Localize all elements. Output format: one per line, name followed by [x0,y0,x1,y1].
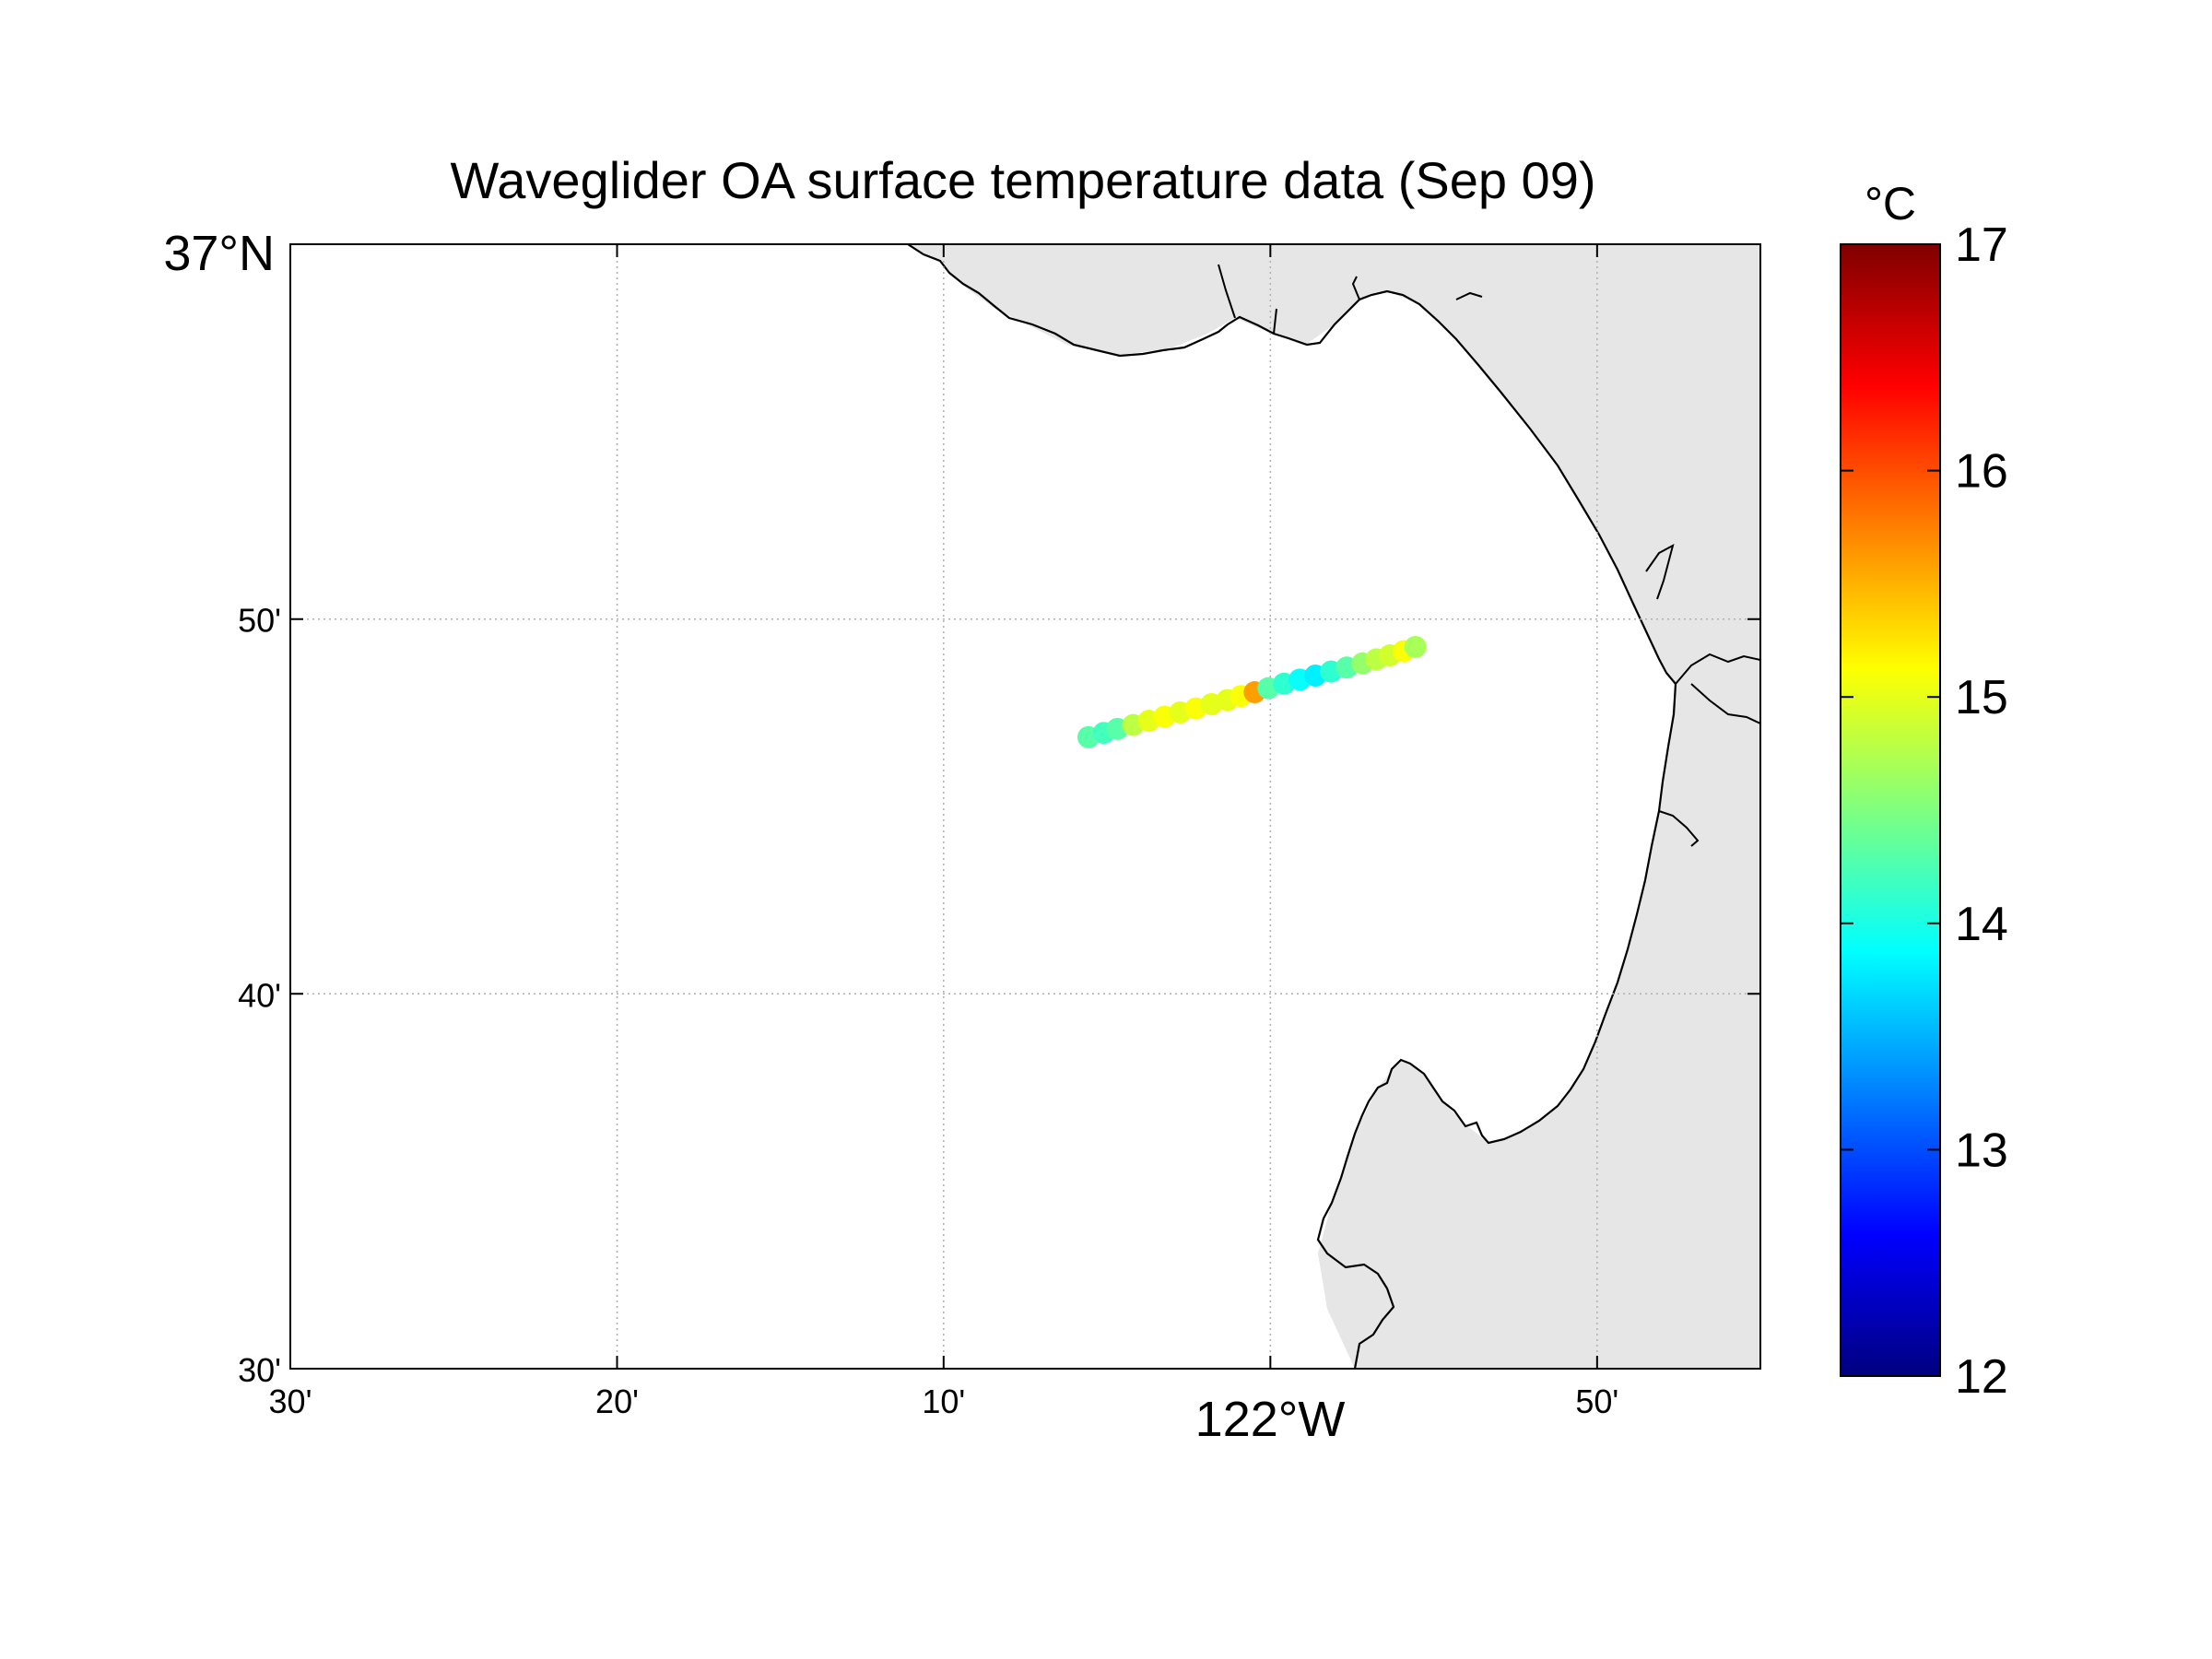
x-tick-label: 30' [269,1382,312,1420]
elkhorn-slough-2 [1690,683,1760,724]
colorbar-tick-label: 16 [1955,445,2008,499]
coastline-south [1316,683,1677,1369]
x-major-label: 122°W [1195,1392,1346,1447]
river-north-1 [1218,264,1236,319]
map-grid [290,244,1760,1369]
river-north-4 [1455,291,1483,300]
elkhorn-slough [1675,653,1760,685]
colorbar-tick-label: 12 [1955,1350,2008,1404]
colorbar [1840,243,1941,1377]
river-north-5 [1645,544,1675,600]
colorbar-tick-label: 13 [1955,1124,2008,1177]
track-point [1404,636,1427,659]
colorbar-tick-label: 17 [1955,218,2008,272]
y-tick-label: 30' [238,1351,281,1389]
x-tick-label: 10' [922,1382,965,1420]
moss-landing-jetty [1658,810,1700,847]
map-frame [289,243,1761,1370]
colorbar-tick-label: 14 [1955,898,2008,951]
land-east [1318,684,1760,1369]
y-tick-label: 40' [238,976,281,1014]
temperature-track [1077,636,1427,748]
x-tick-label: 20' [595,1382,639,1420]
y-tick-label: 50' [238,602,281,640]
x-tick-label: 50' [1575,1382,1618,1420]
colorbar-ticks: 12 13 14 15 16 17 [1841,218,2008,1404]
chart-title: Waveglider OA surface temperature data (… [451,151,1596,209]
river-north-3 [1351,276,1360,300]
river-north-2 [1273,308,1277,335]
map-ticks: 30' 20' 10' 50' 30' 40' 50' [238,243,1761,1420]
y-major-label: 37°N [163,226,275,281]
coastline-north [907,244,1677,685]
colorbar-label: °C [1865,178,1916,229]
land-north [908,244,1760,684]
colorbar-tick-label: 15 [1955,671,2008,724]
